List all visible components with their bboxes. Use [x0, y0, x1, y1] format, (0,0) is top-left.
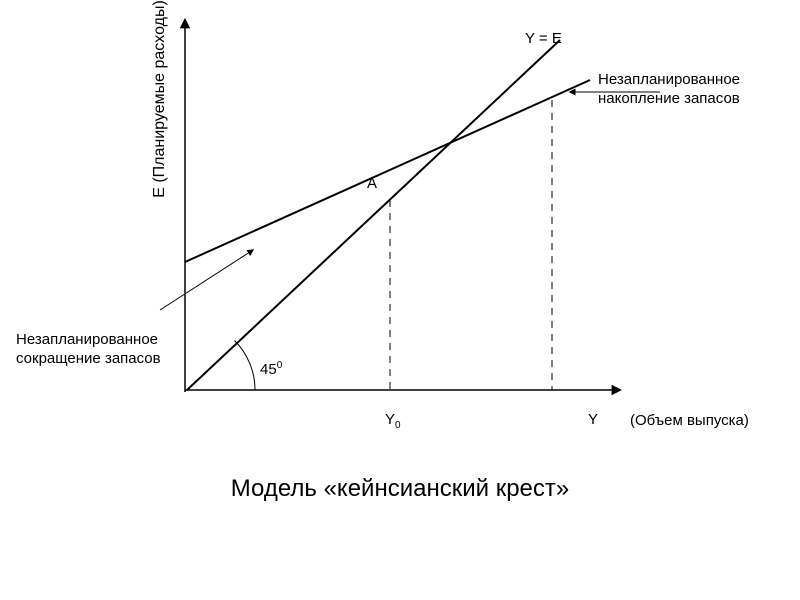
keynesian-cross-diagram: E (Планируемые расходы) Y = E A 450 Неза… [0, 0, 800, 600]
left-annotation: Незапланированное сокращение запасов [16, 310, 161, 369]
intersection-label: A [367, 175, 377, 192]
identity-line-label: Y = E [525, 30, 562, 47]
x-tick-y0: Y0 [385, 411, 401, 431]
y-axis-label-text: E (Планируемые расходы) [151, 0, 168, 198]
y-axis-label: E (Планируемые расходы) [151, 0, 169, 199]
x-axis-var-label: Y [588, 411, 598, 428]
right-annotation: Незапланированное накопление запасов [598, 50, 740, 109]
angle-label: 450 [260, 360, 282, 378]
diagram-caption: Модель «кейнсианский крест» [0, 475, 800, 503]
x-axis-label: (Объем выпуска) [630, 412, 749, 429]
